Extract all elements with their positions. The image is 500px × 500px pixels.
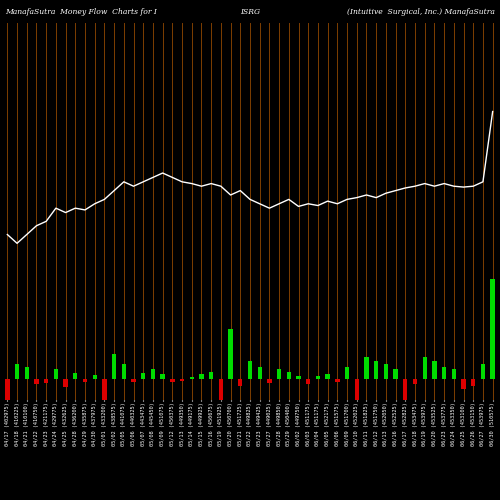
Bar bbox=[432, 360, 436, 378]
Bar bbox=[83, 378, 87, 382]
Bar bbox=[160, 374, 165, 378]
Bar bbox=[316, 376, 320, 378]
Bar bbox=[442, 366, 446, 378]
Bar bbox=[462, 378, 466, 388]
Bar bbox=[490, 279, 495, 378]
Bar bbox=[218, 378, 223, 424]
Bar bbox=[102, 378, 106, 428]
Bar bbox=[15, 364, 19, 378]
Bar bbox=[394, 368, 398, 378]
Bar bbox=[122, 364, 126, 378]
Bar bbox=[141, 372, 146, 378]
Bar bbox=[267, 378, 272, 382]
Bar bbox=[326, 374, 330, 378]
Bar bbox=[277, 368, 281, 378]
Bar bbox=[24, 366, 29, 378]
Bar bbox=[5, 378, 10, 418]
Bar bbox=[335, 378, 340, 382]
Bar bbox=[54, 368, 58, 378]
Bar bbox=[306, 378, 310, 384]
Bar bbox=[180, 378, 184, 380]
Bar bbox=[73, 372, 78, 378]
Bar bbox=[286, 372, 291, 378]
Bar bbox=[364, 356, 368, 378]
Bar bbox=[44, 378, 48, 382]
Bar bbox=[209, 372, 214, 378]
Text: ManafaSutra  Money Flow  Charts for I: ManafaSutra Money Flow Charts for I bbox=[5, 8, 157, 16]
Bar bbox=[403, 378, 407, 428]
Bar bbox=[64, 378, 68, 386]
Bar bbox=[422, 356, 427, 378]
Bar bbox=[471, 378, 476, 386]
Bar bbox=[112, 354, 116, 378]
Bar bbox=[190, 376, 194, 378]
Bar bbox=[92, 374, 97, 378]
Bar bbox=[374, 360, 378, 378]
Bar bbox=[384, 364, 388, 378]
Bar bbox=[452, 368, 456, 378]
Bar bbox=[170, 378, 174, 382]
Bar bbox=[34, 378, 38, 384]
Bar bbox=[354, 378, 359, 418]
Bar bbox=[238, 378, 242, 386]
Text: (Intuitive  Surgical, Inc.) ManafaSutra: (Intuitive Surgical, Inc.) ManafaSutra bbox=[347, 8, 495, 16]
Bar bbox=[296, 376, 300, 378]
Bar bbox=[132, 378, 136, 382]
Bar bbox=[200, 374, 203, 378]
Bar bbox=[258, 366, 262, 378]
Bar bbox=[151, 368, 155, 378]
Bar bbox=[248, 360, 252, 378]
Bar bbox=[413, 378, 417, 384]
Bar bbox=[228, 329, 233, 378]
Bar bbox=[345, 366, 349, 378]
Bar bbox=[481, 364, 485, 378]
Text: ISRG: ISRG bbox=[240, 8, 260, 16]
